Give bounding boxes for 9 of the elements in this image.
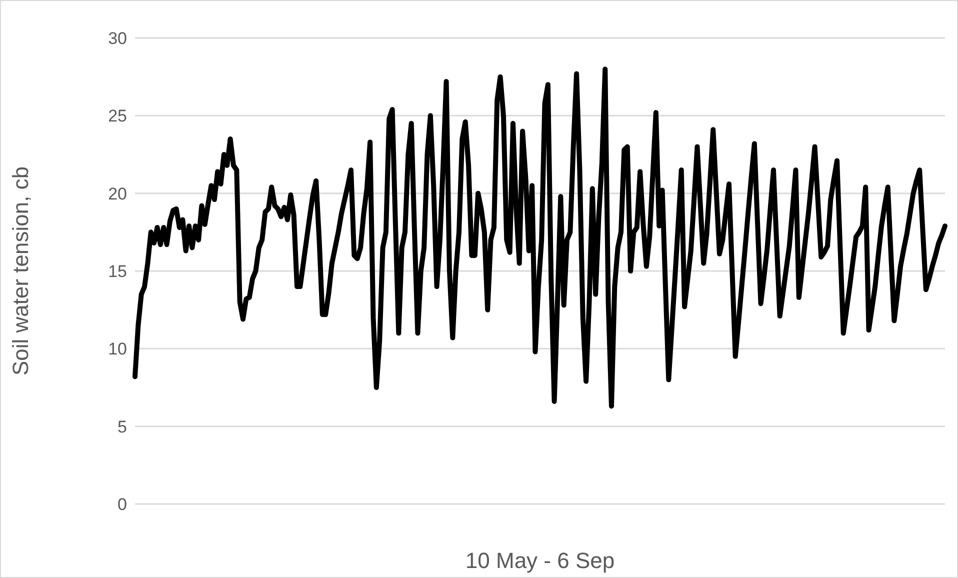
y-axis-title: Soil water tension, cb — [8, 166, 33, 376]
x-axis-title: 10 May - 6 Sep — [465, 548, 615, 573]
y-tick-label: 20 — [108, 184, 127, 204]
y-tick-label: 10 — [108, 340, 127, 359]
y-tick-label: 5 — [118, 417, 127, 436]
y-tick-label: 15 — [108, 262, 127, 282]
y-tick-label: 30 — [108, 29, 127, 48]
y-tick-label: 0 — [118, 495, 127, 514]
y-tick-label: 25 — [108, 106, 127, 126]
